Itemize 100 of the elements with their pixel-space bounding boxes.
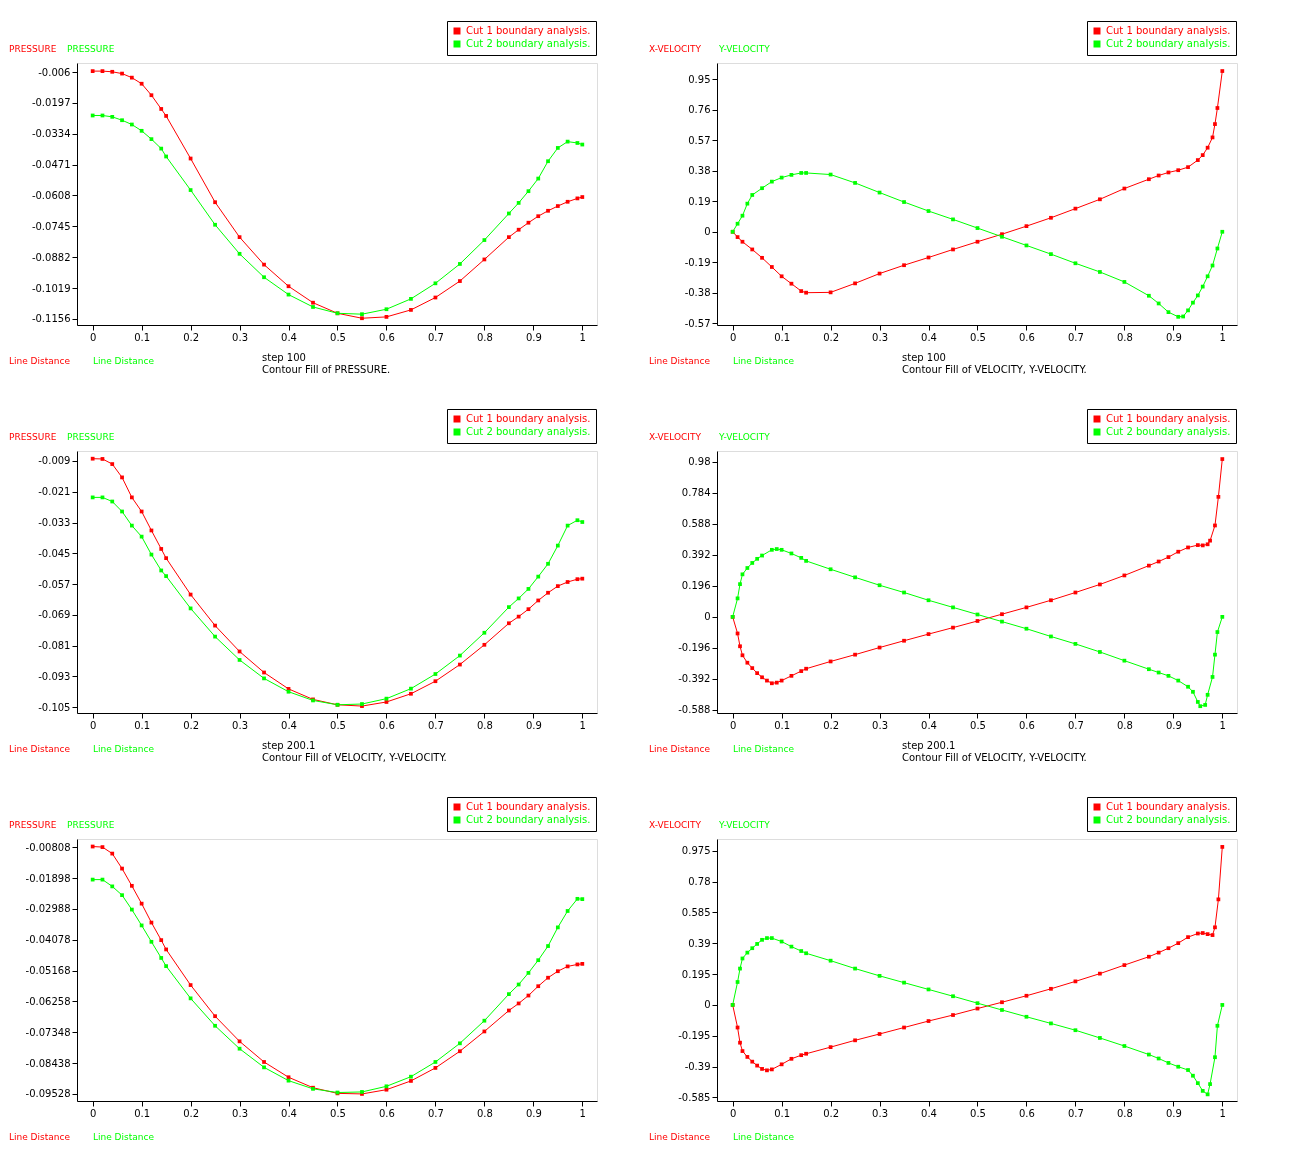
x-tick-label: 0.7 — [427, 1107, 444, 1119]
text: Y-VELOCITY — [718, 820, 771, 830]
text: PRESSURE — [67, 44, 115, 54]
y-tick-label: -0.0334 — [31, 128, 71, 140]
y-tick-label: 0.196 — [681, 580, 711, 592]
legend-label: Cut 2 boundary analysis. — [1106, 426, 1231, 437]
y-tick-label: -0.04078 — [25, 934, 71, 946]
y-tick-label: 0 — [704, 611, 711, 623]
x-tick-label: 0 — [729, 719, 737, 731]
text: Line Distance — [733, 744, 795, 754]
y-axis-title: PRESSURE — [9, 44, 57, 54]
y-tick-label: -0.196 — [678, 642, 711, 654]
y-tick-label: -0.0471 — [31, 159, 71, 171]
x-tick-label: 0.7 — [1067, 331, 1084, 343]
x-tick-label: 0.6 — [1019, 331, 1035, 343]
y-tick-label: 0.975 — [681, 845, 711, 857]
x-tick-label: 1 — [579, 331, 586, 343]
x-tick-label: 0.2 — [183, 719, 200, 731]
text: PRESSURE — [67, 820, 115, 830]
x-tick-label: 0.8 — [476, 331, 493, 343]
y-tick-label: -0.06258 — [25, 995, 71, 1007]
y-tick-label: 0 — [704, 999, 711, 1011]
x-tick-label: 0.9 — [525, 719, 542, 731]
x-tick-label: 0.7 — [1067, 719, 1084, 731]
legend-label: Cut 2 boundary analysis. — [466, 38, 591, 49]
x-tick-label: 0 — [89, 719, 97, 731]
y-tick-label: -0.39 — [684, 1061, 711, 1073]
x-tick-label: 0.1 — [774, 1107, 791, 1119]
x-tick-label: 0.9 — [1165, 719, 1182, 731]
x-tick-label: 1 — [579, 719, 586, 731]
x-tick-label: 0.6 — [379, 1107, 395, 1119]
x-tick-label: 0.3 — [232, 331, 249, 343]
x-tick-label: 0.9 — [525, 1107, 542, 1119]
x-tick-label: 0 — [89, 1107, 97, 1119]
x-tick-label: 0.3 — [872, 331, 889, 343]
legend-label: Cut 1 boundary analysis. — [1106, 801, 1231, 812]
x-axis-title: Line Distance — [9, 1132, 71, 1142]
x-tick-label: 1 — [1219, 331, 1226, 343]
y-tick-label: 0.784 — [681, 487, 711, 499]
y-axis-title: PRESSURE — [9, 432, 57, 442]
x-tick-label: 0.9 — [525, 331, 542, 343]
y-tick-label: 0.19 — [688, 195, 711, 207]
y-tick-label: 0.76 — [688, 104, 711, 116]
text: step 100 Contour Fill of VELOCITY, Y-VELOCITY. — [902, 352, 1087, 375]
x-tick-label: 0.5 — [970, 719, 986, 731]
text: Line Distance — [93, 1132, 155, 1142]
y-tick-label: 0 — [704, 226, 711, 238]
x-tick-label: 0.2 — [183, 1107, 200, 1119]
y-tick-label: -0.38 — [684, 287, 711, 299]
legend-label: Cut 2 boundary analysis. — [1106, 814, 1231, 825]
text: Y-VELOCITY — [718, 432, 771, 442]
legend-label: Cut 2 boundary analysis. — [466, 814, 591, 825]
x-axis-title: Line Distance — [9, 356, 71, 366]
x-axis-title: Line Distance — [649, 744, 711, 754]
y-tick-label: 0.57 — [688, 134, 711, 146]
x-tick-label: 0.8 — [1116, 331, 1133, 343]
x-tick-label: 0.2 — [823, 1107, 840, 1119]
y-tick-label: -0.009 — [38, 455, 71, 467]
y-tick-label: 0.78 — [688, 876, 711, 888]
y-axis-title: PRESSURE — [9, 820, 57, 830]
y-tick-label: -0.0197 — [31, 97, 71, 109]
x-tick-label: 0.4 — [921, 1107, 937, 1119]
y-tick-label: -0.585 — [678, 1091, 711, 1103]
y-tick-label: 0.588 — [681, 518, 711, 530]
x-tick-label: 0.8 — [1116, 1107, 1133, 1119]
x-tick-label: 0.4 — [921, 331, 937, 343]
y-tick-label: 0.39 — [688, 937, 711, 949]
x-tick-label: 0.3 — [872, 1107, 889, 1119]
x-tick-label: 0.2 — [823, 331, 840, 343]
x-tick-label: 0.2 — [183, 331, 200, 343]
x-tick-label: 1 — [579, 1107, 586, 1119]
legend-label: Cut 1 boundary analysis. — [466, 801, 591, 812]
legend-label: Cut 2 boundary analysis. — [1106, 38, 1231, 49]
x-tick-label: 0.5 — [970, 1107, 986, 1119]
x-tick-label: 0.4 — [281, 1107, 297, 1119]
x-axis-title: Line Distance — [649, 356, 711, 366]
x-tick-label: 0.6 — [1019, 1107, 1035, 1119]
y-tick-label: -0.1156 — [31, 313, 71, 325]
x-tick-label: 0.4 — [281, 331, 297, 343]
text: Line Distance — [93, 356, 155, 366]
y-tick-label: -0.19 — [684, 256, 711, 268]
x-tick-label: 0.8 — [1116, 719, 1133, 731]
y-tick-label: -0.093 — [38, 670, 71, 682]
legend-label: Cut 1 boundary analysis. — [466, 25, 591, 36]
y-tick-label: -0.006 — [38, 66, 71, 78]
legend-label: Cut 2 boundary analysis. — [466, 426, 591, 437]
y-tick-label: -0.069 — [38, 609, 71, 621]
text: Line Distance — [93, 744, 155, 754]
x-tick-label: 0.6 — [379, 719, 395, 731]
y-tick-label: -0.1019 — [31, 282, 71, 294]
y-tick-label: -0.02988 — [25, 903, 71, 915]
y-tick-label: -0.08438 — [25, 1057, 71, 1069]
legend-label: Cut 1 boundary analysis. — [1106, 25, 1231, 36]
x-tick-label: 0.6 — [379, 331, 395, 343]
x-tick-label: 0.7 — [427, 719, 444, 731]
y-tick-label: -0.392 — [678, 673, 711, 685]
y-tick-label: -0.0608 — [31, 189, 71, 201]
x-tick-label: 0.3 — [872, 719, 889, 731]
text: PRESSURE — [67, 432, 115, 442]
y-tick-label: -0.045 — [38, 547, 71, 559]
